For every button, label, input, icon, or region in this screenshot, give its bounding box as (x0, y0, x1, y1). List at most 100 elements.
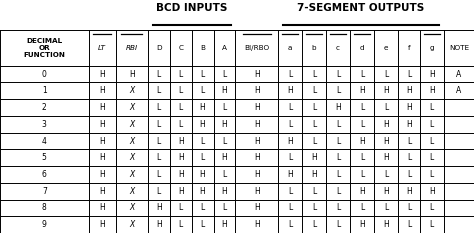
Text: H: H (287, 170, 293, 179)
Text: L: L (360, 120, 364, 129)
Text: X: X (129, 170, 135, 179)
Text: L: L (407, 153, 411, 162)
Text: L: L (157, 103, 161, 112)
Text: L: L (222, 170, 227, 179)
Text: L: L (384, 70, 388, 79)
Text: H: H (311, 153, 317, 162)
Text: H: H (156, 220, 162, 229)
Text: X: X (129, 137, 135, 146)
Text: L: L (222, 103, 227, 112)
Text: L: L (179, 120, 183, 129)
Text: H: H (99, 153, 105, 162)
Text: L: L (201, 203, 205, 212)
Text: L: L (179, 203, 183, 212)
Text: H: H (383, 220, 389, 229)
Text: H: H (156, 203, 162, 212)
Text: L: L (336, 70, 340, 79)
Text: L: L (201, 137, 205, 146)
Text: X: X (129, 203, 135, 212)
Text: L: L (201, 220, 205, 229)
Text: H: H (406, 120, 412, 129)
Text: 6: 6 (42, 170, 47, 179)
Text: L: L (407, 170, 411, 179)
Text: H: H (254, 170, 260, 179)
Text: H: H (254, 220, 260, 229)
Text: L: L (430, 170, 434, 179)
Text: L: L (430, 137, 434, 146)
Text: H: H (359, 220, 365, 229)
Text: H: H (359, 187, 365, 196)
Text: H: H (359, 86, 365, 95)
Text: H: H (99, 220, 105, 229)
Text: H: H (383, 153, 389, 162)
Text: L: L (312, 103, 316, 112)
Text: L: L (407, 220, 411, 229)
Text: L: L (312, 137, 316, 146)
Text: H: H (200, 187, 206, 196)
Text: 2: 2 (42, 103, 46, 112)
Text: L: L (157, 187, 161, 196)
Text: H: H (359, 137, 365, 146)
Text: H: H (287, 137, 293, 146)
Text: L: L (407, 70, 411, 79)
Text: L: L (312, 220, 316, 229)
Text: L: L (336, 120, 340, 129)
Text: H: H (99, 120, 105, 129)
Text: f: f (408, 45, 410, 51)
Text: L: L (288, 120, 292, 129)
Text: H: H (178, 153, 183, 162)
Text: L: L (360, 70, 364, 79)
Text: L: L (384, 203, 388, 212)
Text: X: X (129, 187, 135, 196)
Text: A: A (456, 86, 462, 95)
Text: C: C (178, 45, 183, 51)
Text: 7-SEGMENT OUTPUTS: 7-SEGMENT OUTPUTS (297, 3, 425, 14)
Text: H: H (222, 120, 228, 129)
Text: L: L (312, 86, 316, 95)
Text: H: H (383, 120, 389, 129)
Text: BCD INPUTS: BCD INPUTS (156, 3, 228, 14)
Text: a: a (288, 45, 292, 51)
Text: L: L (360, 170, 364, 179)
Text: H: H (99, 70, 105, 79)
Text: H: H (429, 70, 435, 79)
Text: 9: 9 (42, 220, 47, 229)
Text: L: L (179, 70, 183, 79)
Text: L: L (430, 103, 434, 112)
Text: L: L (384, 170, 388, 179)
Text: L: L (430, 153, 434, 162)
Text: 8: 8 (42, 203, 46, 212)
Text: H: H (383, 86, 389, 95)
Text: X: X (129, 120, 135, 129)
Text: H: H (429, 187, 435, 196)
Text: L: L (288, 103, 292, 112)
Text: H: H (99, 170, 105, 179)
Text: L: L (288, 220, 292, 229)
Text: L: L (201, 70, 205, 79)
Text: L: L (336, 170, 340, 179)
Text: L: L (312, 70, 316, 79)
Text: H: H (200, 170, 206, 179)
Text: H: H (222, 220, 228, 229)
Text: H: H (383, 137, 389, 146)
Text: H: H (99, 203, 105, 212)
Text: 1: 1 (42, 86, 46, 95)
Text: H: H (254, 187, 260, 196)
Text: 0: 0 (42, 70, 47, 79)
Text: L: L (312, 187, 316, 196)
Text: DECIMAL
OR
FUNCTION: DECIMAL OR FUNCTION (23, 38, 65, 58)
Text: L: L (430, 203, 434, 212)
Text: L: L (430, 220, 434, 229)
Text: L: L (360, 153, 364, 162)
Text: H: H (254, 203, 260, 212)
Text: 5: 5 (42, 153, 47, 162)
Text: A: A (222, 45, 227, 51)
Text: X: X (129, 86, 135, 95)
Text: L: L (201, 86, 205, 95)
Text: L: L (336, 187, 340, 196)
Text: D: D (156, 45, 162, 51)
Text: L: L (430, 120, 434, 129)
Text: H: H (406, 103, 412, 112)
Text: b: b (312, 45, 317, 51)
Text: A: A (456, 70, 462, 79)
